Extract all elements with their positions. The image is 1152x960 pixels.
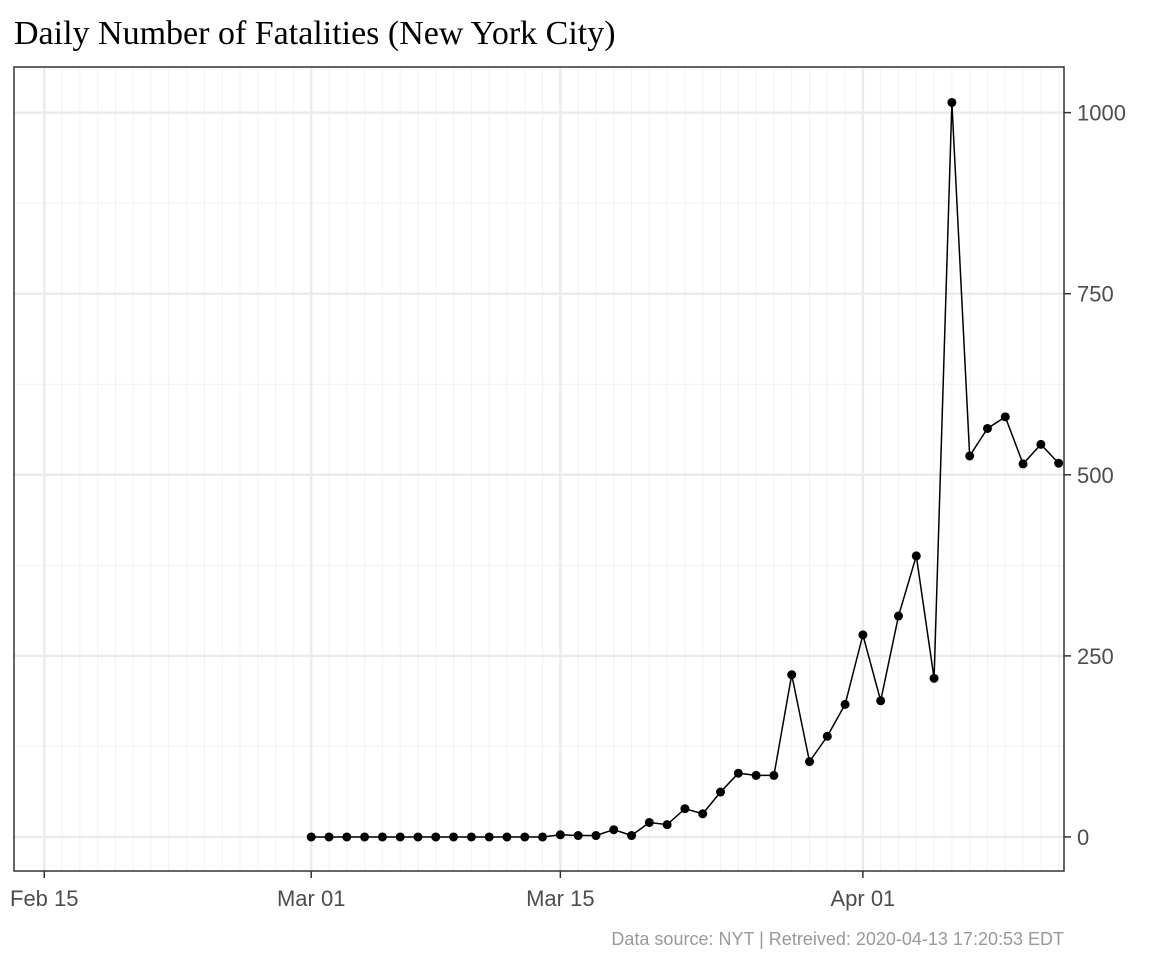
data-point [502, 832, 512, 842]
data-point [377, 832, 387, 842]
data-point [858, 630, 868, 640]
data-point [342, 832, 352, 842]
data-point [644, 817, 654, 827]
data-point [609, 825, 619, 835]
data-series [306, 97, 1064, 842]
x-tick-label: Apr 01 [830, 886, 895, 911]
data-point [1018, 459, 1028, 469]
y-tick-label: 500 [1077, 463, 1114, 488]
data-point [413, 832, 423, 842]
x-tick-label: Feb 15 [10, 886, 79, 911]
data-point [787, 670, 797, 680]
y-tick-label: 750 [1077, 282, 1114, 307]
data-point [484, 832, 494, 842]
data-point [395, 832, 405, 842]
data-point [698, 809, 708, 819]
data-point [911, 551, 921, 561]
y-tick-label: 250 [1077, 644, 1114, 669]
x-tick-label: Mar 15 [526, 886, 594, 911]
data-point [982, 423, 992, 433]
data-point [627, 831, 637, 841]
data-point [716, 787, 726, 797]
chart-title: Daily Number of Fatalities (New York Cit… [14, 15, 616, 52]
data-point [431, 832, 441, 842]
data-point [360, 832, 370, 842]
data-point [1036, 439, 1046, 449]
data-point [947, 97, 957, 107]
data-point [555, 830, 565, 840]
chart-caption: Data source: NYT | Retreived: 2020-04-13… [611, 929, 1064, 949]
data-point [822, 731, 832, 741]
y-tick-label: 1000 [1077, 101, 1126, 126]
y-tick-label: 0 [1077, 825, 1089, 850]
data-point [662, 820, 672, 830]
axes: Feb 15 Mar 01 Mar 15 Apr 01 0 250 500 750 1000 [10, 66, 1126, 911]
data-point [520, 832, 530, 842]
data-point [306, 832, 316, 842]
data-point [1054, 458, 1064, 468]
data-point [449, 832, 459, 842]
data-point [591, 831, 601, 841]
data-point [733, 768, 743, 778]
data-point [893, 611, 903, 621]
data-point [769, 770, 779, 780]
data-point [751, 770, 761, 780]
data-point [876, 696, 886, 706]
data-point [466, 832, 476, 842]
data-point [840, 699, 850, 709]
data-point [538, 832, 548, 842]
data-point [324, 832, 334, 842]
data-point [680, 804, 690, 814]
x-tick-label: Mar 01 [277, 886, 345, 911]
data-point [965, 451, 975, 461]
grid-lines [14, 67, 1064, 871]
data-point [805, 757, 815, 767]
data-point [929, 673, 939, 683]
data-point [573, 831, 583, 841]
panel-border [13, 66, 1065, 872]
data-point [1000, 412, 1010, 422]
